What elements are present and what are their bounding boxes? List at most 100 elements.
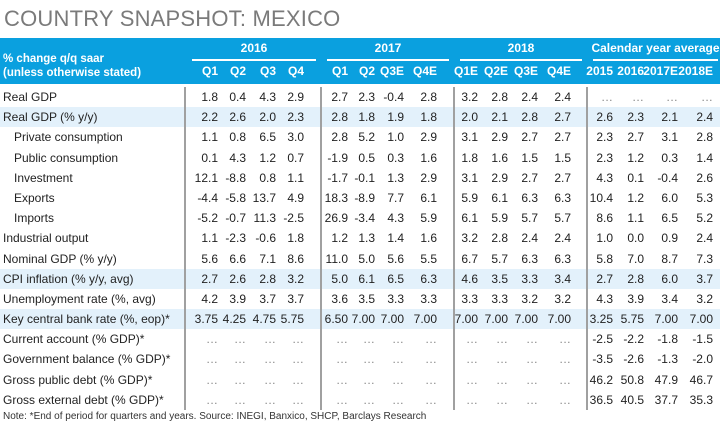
table-cell: 3.0 [287,130,304,145]
table-cell: -0.7 [225,211,246,226]
table-cell: 5.6 [387,251,404,266]
table-cell: 6.50 [324,312,348,327]
header-group: Calendar year average [591,41,720,55]
column-separator [453,87,455,410]
table-cell: 2.3 [627,110,644,125]
table-cell: 2.7 [331,90,348,104]
column-header: Q4E [412,64,437,78]
table-row: Public consumption 0.1 4.3 1.2 0.7 -1.9 0.5 0.3… [0,148,720,168]
table-cell: 1.0 [387,130,404,145]
header-group: 2017 [374,41,402,55]
table-cell: 3.7 [259,291,276,306]
column-header: Q3E [379,64,404,78]
table-cell: -3.4 [354,211,375,226]
table-row: Unemployment rate (%, avg) 4.2 3.9 3.7 3.7 3.… [0,289,720,309]
table-cell: 2.3 [287,110,304,125]
table-cell: 5.9 [461,190,478,205]
column-header: 2017E [643,64,678,78]
table-cell: 1.1 [201,231,218,246]
table-cell: 3.3 [387,291,404,306]
table-cell: ... [234,332,246,347]
table-cell: -3.5 [592,352,613,367]
table-cell: 0.1 [201,150,218,165]
table-cell: 2.8 [331,110,348,125]
column-separator [184,87,186,410]
table-cell: ... [392,392,404,407]
table-cell: 2.4 [521,231,538,246]
table-row: Current account (% GDP)*................… [0,329,720,349]
table-cell: 1.1 [627,211,644,226]
column-header: Q1 [201,64,218,78]
table-cell: 1.8 [201,90,218,104]
header-group-underline [327,59,449,61]
table-cell: 2.8 [420,90,437,104]
table-cell: 3.3 [420,291,437,306]
table-cell: 2.8 [491,90,508,104]
table-row: Government balance (% GDP)*.............… [0,349,720,369]
table-cell: 2.7 [554,110,571,125]
table-cell: -0.6 [255,231,276,246]
table-cell: 6.3 [521,190,538,205]
column-header: 2015 [586,64,613,78]
table-row: Key central bank rate (%, eop)* 3.75 4.25 4… [0,309,720,330]
table-cell: 5.9 [420,211,437,226]
column-header: Q2E [483,64,508,78]
table-cell: ... [292,372,304,387]
row-label: Imports [14,211,55,226]
table-cell: -2.2 [623,332,644,347]
table-cell: 12.1 [194,170,218,185]
column-separator [320,87,322,410]
table-cell: 3.1 [661,130,678,145]
table-cell: 0.9 [661,231,678,246]
table-cell: 7.00 [547,312,571,327]
table-row: Gross external debt (% GDP)*............… [0,390,720,410]
table-cell: 1.1 [201,130,218,145]
row-label: Real GDP [3,90,58,104]
table-cell: 8.6 [287,251,304,266]
table-cell: 6.7 [461,251,478,266]
column-header: Q4E [546,64,571,78]
column-header: Q1 [331,64,348,78]
table-cell: 2.8 [259,271,276,286]
stub-line-1: % change q/q saar [3,53,104,65]
column-header: Q4 [287,64,304,78]
table-cell: 7.7 [387,190,404,205]
table-cell: 3.4 [661,291,678,306]
table-cell: ... [496,392,508,407]
table-cell: 4.3 [596,170,613,185]
table-cell: 5.9 [491,211,508,226]
table-cell: 2.9 [287,90,304,104]
row-label: Investment [14,170,73,185]
table-cell: 1.4 [387,231,404,246]
row-label: Nominal GDP (% y/y) [3,251,117,266]
table-cell: ... [526,392,538,407]
table-cell: -8.8 [225,170,246,185]
table-cell: 3.3 [461,291,478,306]
table-cell: -5.8 [225,190,246,205]
table-cell: ... [526,332,538,347]
table-cell: 2.4 [696,231,713,246]
table-cell: 5.0 [358,251,375,266]
row-label: Gross public debt (% GDP)* [3,372,153,387]
table-cell: 1.5 [554,150,571,165]
column-header: Q2 [229,64,246,78]
table-cell: 3.5 [491,271,508,286]
table-cell: ... [363,352,375,367]
table-cell: ... [559,352,571,367]
table-cell: 10.4 [589,190,613,205]
table-cell: ... [701,90,713,104]
table-cell: ... [264,352,276,367]
table-cell: 5.2 [696,211,713,226]
column-header: 2018E [678,64,713,78]
table-cell: 1.2 [627,190,644,205]
table-cell: 6.1 [420,190,437,205]
row-label: Gross external debt (% GDP)* [3,392,164,407]
table-cell: 3.7 [696,271,713,286]
table-cell: 18.3 [324,190,348,205]
table-cell: 0.8 [229,130,246,145]
row-label: Current account (% GDP)* [3,332,145,347]
table-cell: 7.00 [351,312,375,327]
table-cell: 2.9 [491,170,508,185]
table-cell: ... [496,372,508,387]
table-cell: ... [425,372,437,387]
